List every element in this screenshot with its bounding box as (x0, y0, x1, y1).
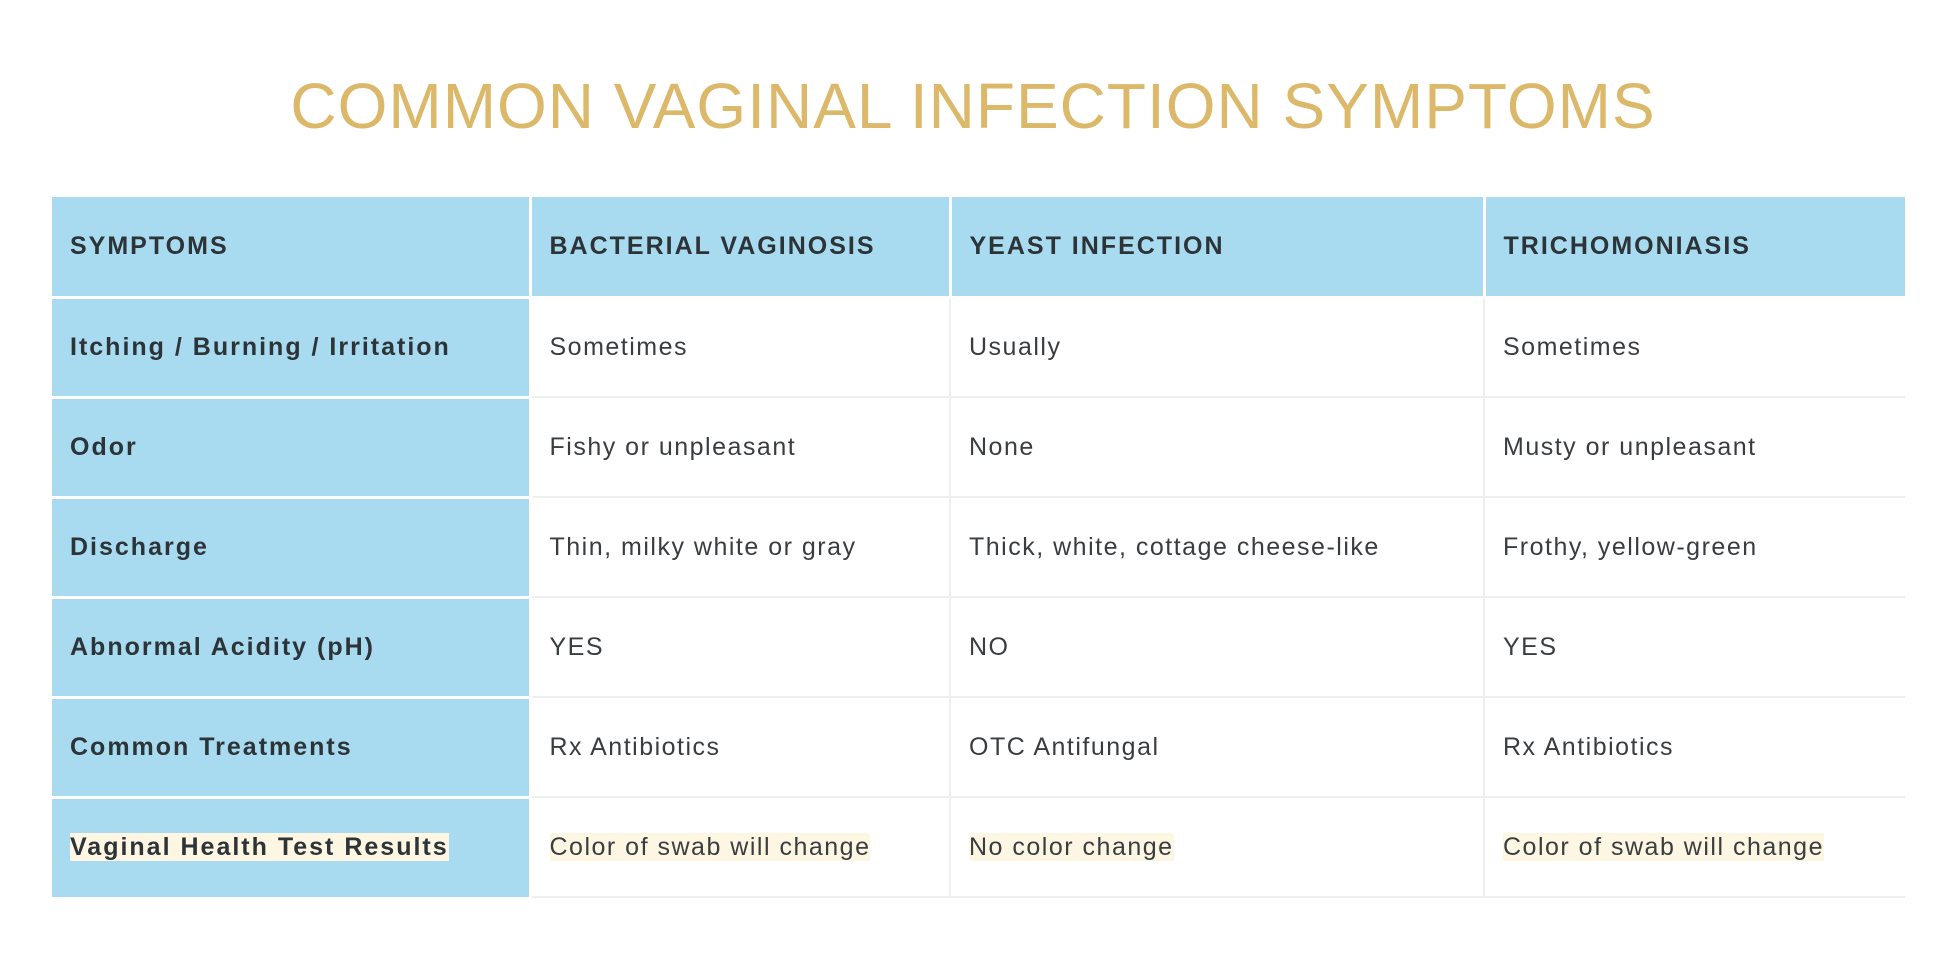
row-label: Odor (52, 397, 532, 499)
table-cell: Rx Antibiotics (530, 697, 951, 798)
cell-text: Usually (969, 332, 1062, 361)
cell-text: YES (549, 632, 605, 661)
row-label: Abnormal Acidity (pH) (52, 597, 532, 699)
row-label-text: Odor (70, 432, 138, 461)
header-yeast-infection: YEAST INFECTION (950, 197, 1486, 299)
row-label-text: Common Treatments (70, 732, 353, 761)
table-cell: Thick, white, cottage cheese-like (950, 497, 1485, 598)
table-cell: Sometimes (530, 297, 951, 398)
table-row: Odor Fishy or unpleasant None Musty or unpl… (52, 397, 1905, 499)
cell-text: Color of swab will change (1503, 832, 1824, 861)
table-cell: Usually (950, 297, 1485, 398)
table-row: Abnormal Acidity (pH) YES NO YES (52, 597, 1905, 699)
row-label: Vaginal Health Test Results (52, 797, 532, 897)
header-symptoms: SYMPTOMS (52, 197, 532, 299)
cell-text: Frothy, yellow-green (1503, 532, 1758, 561)
table-row: Discharge Thin, milky white or gray Thick,… (52, 497, 1905, 599)
row-label: Discharge (52, 497, 532, 599)
cell-text: OTC Antifungal (969, 732, 1160, 761)
cell-text: Sometimes (1503, 332, 1642, 361)
cell-text: Color of swab will change (549, 832, 871, 861)
cell-text: Rx Antibiotics (1503, 732, 1675, 761)
row-label: Itching / Burning / Irritation (52, 297, 532, 399)
table-cell: Musty or unpleasant (1484, 397, 1905, 498)
table-cell: NO (950, 597, 1485, 698)
table-row: Common Treatments Rx Antibiotics OTC Antif… (52, 697, 1905, 799)
table-cell: YES (1484, 597, 1905, 698)
table-header-row: SYMPTOMS BACTERIAL VAGINOSIS YEAST INFEC… (52, 197, 1905, 299)
table-cell: Color of swab will change (530, 797, 951, 898)
cell-text: Fishy or unpleasant (549, 432, 797, 461)
page-title: COMMON VAGINAL INFECTION SYMPTOMS (290, 70, 1656, 142)
table-cell: Thin, milky white or gray (530, 497, 951, 598)
row-label-text: Vaginal Health Test Results (70, 833, 449, 862)
cell-text: YES (1503, 632, 1558, 661)
table-cell: Fishy or unpleasant (530, 397, 951, 498)
table-cell: YES (530, 597, 951, 698)
header-trichomoniasis: TRICHOMONIASIS (1484, 197, 1905, 299)
table-cell: Color of swab will change (1484, 797, 1905, 898)
row-label-text: Discharge (70, 532, 209, 561)
table-row: Vaginal Health Test Results Color of swab… (52, 797, 1905, 898)
table-row: Itching / Burning / Irritation Sometimes U… (52, 297, 1905, 399)
cell-text: Musty or unpleasant (1503, 432, 1757, 461)
cell-text: NO (969, 632, 1010, 661)
cell-text: None (969, 432, 1035, 461)
cell-text: Thin, milky white or gray (549, 532, 857, 561)
row-label-text: Itching / Burning / Irritation (70, 332, 451, 361)
table-cell: No color change (950, 797, 1485, 898)
cell-text: No color change (969, 832, 1174, 861)
row-label: Common Treatments (52, 697, 532, 799)
table-cell: Rx Antibiotics (1484, 697, 1905, 798)
table-cell: Frothy, yellow-green (1484, 497, 1905, 598)
cell-text: Thick, white, cottage cheese-like (969, 532, 1380, 561)
cell-text: Rx Antibiotics (549, 732, 721, 761)
cell-text: Sometimes (549, 332, 689, 361)
row-label-text: Abnormal Acidity (pH) (70, 632, 375, 661)
table-cell: None (950, 397, 1485, 498)
header-bacterial-vaginosis: BACTERIAL VAGINOSIS (530, 197, 952, 299)
symptoms-table: SYMPTOMS BACTERIAL VAGINOSIS YEAST INFEC… (52, 197, 1905, 898)
table-cell: OTC Antifungal (950, 697, 1485, 798)
table-cell: Sometimes (1484, 297, 1905, 398)
